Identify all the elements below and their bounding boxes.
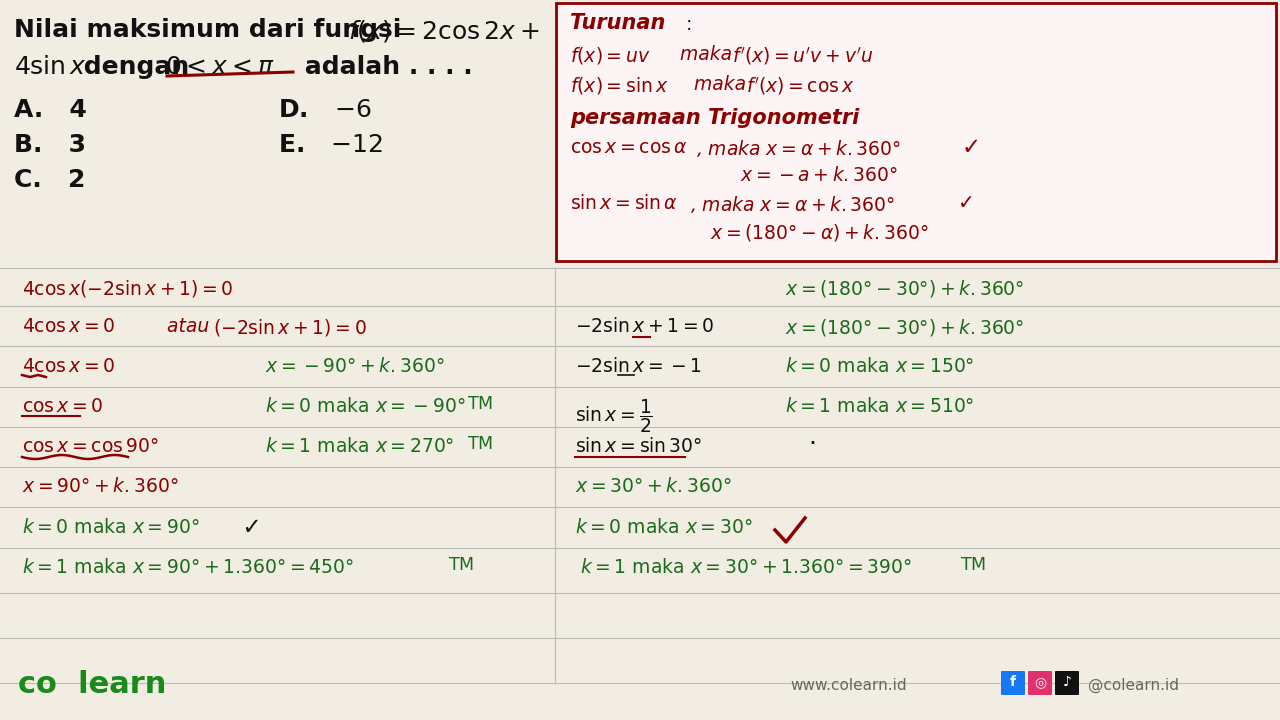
Text: www.colearn.id: www.colearn.id: [790, 678, 906, 693]
Text: $k = 0\ \mathrm{maka}\ x = -90°$: $k = 0\ \mathrm{maka}\ x = -90°$: [265, 397, 466, 416]
Text: maka: maka: [689, 75, 753, 94]
Text: Nilai maksimum dari fungsi: Nilai maksimum dari fungsi: [14, 18, 410, 42]
Text: $4\cos x(-2\sin x + 1) = 0$: $4\cos x(-2\sin x + 1) = 0$: [22, 278, 233, 299]
Text: $0 < x < \pi$: $0 < x < \pi$: [165, 55, 274, 79]
Text: adalah . . . .: adalah . . . .: [296, 55, 472, 79]
Text: $\sin x = \sin\alpha$: $\sin x = \sin\alpha$: [570, 194, 678, 213]
Text: ✓: ✓: [228, 516, 261, 539]
Text: $\cos x = \cos 90°$: $\cos x = \cos 90°$: [22, 437, 159, 456]
Text: $x = 30° + k.360°$: $x = 30° + k.360°$: [575, 477, 732, 496]
Text: $x = -a + k.360°$: $x = -a + k.360°$: [740, 166, 897, 185]
Text: $k = 0\ \mathrm{maka}\ x = 90°$: $k = 0\ \mathrm{maka}\ x = 90°$: [22, 518, 200, 537]
Text: $f(x) = uv$: $f(x) = uv$: [570, 45, 650, 66]
Text: $4\sin x$: $4\sin x$: [14, 55, 87, 79]
Text: Turunan: Turunan: [570, 13, 666, 33]
Text: $k = 0\ \mathrm{maka}\ x = 30°$: $k = 0\ \mathrm{maka}\ x = 30°$: [575, 518, 753, 537]
Text: $f'(x) = \cos x$: $f'(x) = \cos x$: [746, 75, 855, 97]
Text: co  learn: co learn: [18, 670, 166, 699]
Text: $k = 1\ \mathrm{maka}\ x = 510°$: $k = 1\ \mathrm{maka}\ x = 510°$: [785, 397, 974, 416]
Text: $x = 90° + k.360°$: $x = 90° + k.360°$: [22, 477, 179, 496]
Text: ♪: ♪: [1062, 675, 1071, 689]
Bar: [556, 3, 1276, 261]
Text: $\sin x = \sin 30°$: $\sin x = \sin 30°$: [575, 437, 703, 456]
Text: $\mathsf{TM}$: $\mathsf{TM}$: [467, 435, 493, 453]
Text: E.   $-12$: E. $-12$: [278, 133, 383, 157]
Text: $\sin x = \dfrac{1}{2}$: $\sin x = \dfrac{1}{2}$: [575, 397, 653, 435]
Text: $-2\sin x + 1 = 0$: $-2\sin x + 1 = 0$: [575, 317, 714, 336]
Text: D.   $-6$: D. $-6$: [278, 98, 371, 122]
Text: B.   3: B. 3: [14, 133, 86, 157]
Text: , maka $x = \alpha + k.360°$: , maka $x = \alpha + k.360°$: [690, 194, 895, 215]
Text: $\cos x = 0$: $\cos x = 0$: [22, 397, 104, 416]
Text: $f(x) = \sin x$: $f(x) = \sin x$: [570, 75, 668, 96]
Text: $\mathsf{TM}$: $\mathsf{TM}$: [467, 395, 493, 413]
Text: A.   4: A. 4: [14, 98, 87, 122]
Text: $f(x) = 2\cos 2x +$: $f(x) = 2\cos 2x +$: [348, 18, 540, 44]
Text: $x = (180° - \alpha) + k.360°$: $x = (180° - \alpha) + k.360°$: [710, 222, 928, 243]
Text: :: :: [686, 15, 692, 34]
Text: ✓: ✓: [957, 194, 975, 213]
Text: $4\cos x = 0$: $4\cos x = 0$: [22, 357, 115, 376]
Text: $\cos x = \cos\alpha$: $\cos x = \cos\alpha$: [570, 138, 687, 157]
Text: $(-2\sin x + 1) = 0$: $(-2\sin x + 1) = 0$: [212, 317, 367, 338]
Text: $k = 1\ \mathrm{maka}\ x = 270°$: $k = 1\ \mathrm{maka}\ x = 270°$: [265, 437, 454, 456]
FancyBboxPatch shape: [1001, 671, 1025, 695]
Text: ◎: ◎: [1034, 675, 1046, 689]
Text: $x = (180° - 30°) + k.360°$: $x = (180° - 30°) + k.360°$: [785, 278, 1024, 299]
FancyBboxPatch shape: [1055, 671, 1079, 695]
Text: $4\cos x = 0$: $4\cos x = 0$: [22, 317, 115, 336]
Text: $k = 1\ \mathrm{maka}\ x = 90° + 1.360° = 450°$: $k = 1\ \mathrm{maka}\ x = 90° + 1.360° …: [22, 558, 353, 577]
Text: $\mathsf{TM}$: $\mathsf{TM}$: [960, 556, 986, 574]
Text: , maka $x = \alpha + k.360°$: , maka $x = \alpha + k.360°$: [696, 138, 901, 159]
Text: $x = (180° - 30°) + k.360°$: $x = (180° - 30°) + k.360°$: [785, 317, 1024, 338]
Text: f: f: [1010, 675, 1016, 689]
FancyBboxPatch shape: [1028, 671, 1052, 695]
Text: $f'(x) = u'v + v'u$: $f'(x) = u'v + v'u$: [732, 45, 873, 67]
Text: C.   2: C. 2: [14, 168, 86, 192]
Text: $\mathsf{TM}$: $\mathsf{TM}$: [448, 556, 474, 574]
Text: dengan: dengan: [76, 55, 198, 79]
Text: $k = 0\ \mathrm{maka}\ x = 150°$: $k = 0\ \mathrm{maka}\ x = 150°$: [785, 357, 974, 376]
Text: @colearn.id: @colearn.id: [1088, 678, 1179, 693]
Text: $k = 1\ \mathrm{maka}\ x = 30° + 1.360° = 390°$: $k = 1\ \mathrm{maka}\ x = 30° + 1.360° …: [580, 558, 911, 577]
Text: $x = -90° + k.360°$: $x = -90° + k.360°$: [265, 357, 444, 376]
Text: persamaan Trigonometri: persamaan Trigonometri: [570, 108, 859, 128]
Text: $-2\sin x = -1$: $-2\sin x = -1$: [575, 357, 701, 376]
Text: maka: maka: [675, 45, 739, 64]
Text: ✓: ✓: [963, 136, 982, 159]
Text: atau: atau: [155, 317, 221, 336]
Text: .: .: [808, 425, 817, 449]
